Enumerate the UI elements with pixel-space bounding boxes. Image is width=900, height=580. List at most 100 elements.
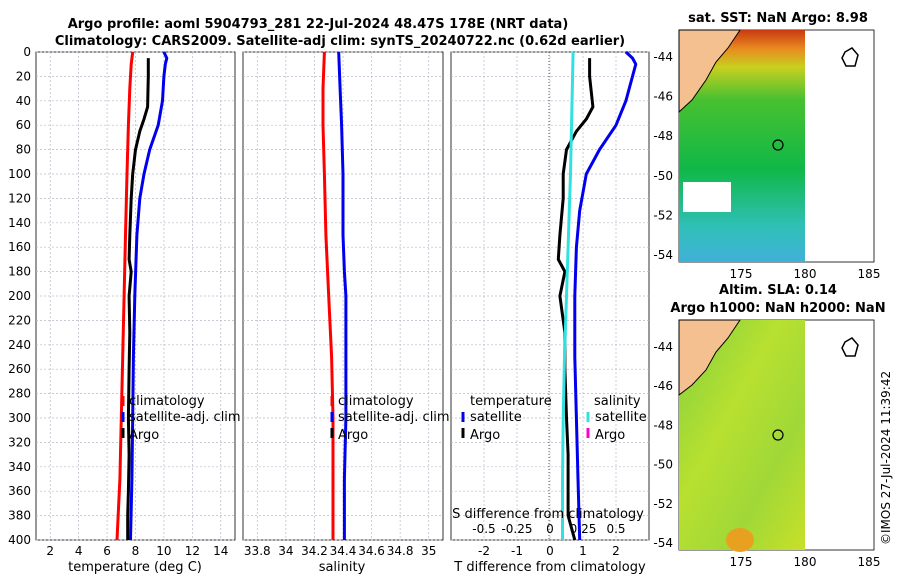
temperature-xlabel: temperature (deg C) bbox=[68, 560, 202, 575]
depth-tick-label: 380 bbox=[8, 509, 31, 523]
map-lon-tick: 175 bbox=[730, 555, 753, 569]
s-difference-label: S difference from climatology bbox=[452, 507, 644, 522]
x-tick-label: 4 bbox=[75, 544, 83, 558]
x-tick-label: 1 bbox=[579, 544, 587, 558]
depth-tick-label: 80 bbox=[16, 143, 31, 157]
island-outline bbox=[841, 47, 859, 67]
map-lat-tick: -46 bbox=[653, 379, 673, 393]
series-line-t-satellite bbox=[573, 50, 638, 541]
sla-map-title-2: Argo h1000: NaN h2000: NaN bbox=[670, 301, 885, 316]
legend-argo: Argo bbox=[338, 428, 368, 443]
legend-temperature-title: temperature bbox=[470, 394, 552, 409]
map-lat-tick: -44 bbox=[653, 50, 673, 64]
x-tick-label: 34.6 bbox=[358, 544, 385, 558]
map-lat-tick: -54 bbox=[653, 248, 673, 262]
x-tick-label: 34.2 bbox=[301, 544, 328, 558]
legend-t-satellite: satellite bbox=[470, 410, 522, 425]
depth-tick-label: 100 bbox=[8, 167, 31, 181]
x-tick-label: 8 bbox=[132, 544, 140, 558]
x-tick-label: 6 bbox=[103, 544, 111, 558]
depth-tick-label: 400 bbox=[8, 533, 31, 547]
map-lat-tick: -52 bbox=[653, 497, 673, 511]
sla-land bbox=[678, 319, 741, 397]
series-line-satellite-adj-clim bbox=[129, 51, 169, 541]
s-difference-tick-labels: -0.5 -0.25 0 0.25 0.5 bbox=[472, 522, 625, 536]
title-line-1: Argo profile: aoml 5904793_281 22-Jul-20… bbox=[68, 17, 569, 32]
s-tick-label: 0 bbox=[546, 522, 554, 536]
salinity-xlabel: salinity bbox=[319, 560, 366, 575]
credit-text: ©IMOS 27-Jul-2024 11:39:42 bbox=[879, 371, 893, 545]
map-lon-tick: 180 bbox=[794, 555, 817, 569]
series-line-s-satellite bbox=[561, 51, 575, 540]
x-tick-label: -2 bbox=[478, 544, 490, 558]
x-tick-label: 34 bbox=[278, 544, 293, 558]
series-line-argo bbox=[126, 58, 150, 540]
salinity-tick-labels: 33.8 34 34.2 34.4 34.6 34.8 35 bbox=[244, 544, 436, 558]
series-line-climatology bbox=[321, 51, 335, 540]
depth-tick-label: 200 bbox=[8, 289, 31, 303]
legend-s-argo: Argo bbox=[595, 428, 625, 443]
depth-tick-label: 40 bbox=[16, 94, 31, 108]
sla-map-ticks: 175 180 185 -44 -46 -48 -50 -52 -54 bbox=[653, 340, 880, 569]
depth-tick-label: 300 bbox=[8, 411, 31, 425]
temperature-tick-labels: 2 4 6 8 10 12 14 bbox=[46, 544, 228, 558]
map-lon-tick: 175 bbox=[730, 267, 753, 281]
x-tick-label: 10 bbox=[156, 544, 171, 558]
t-difference-tick-labels: -2 -1 0 1 2 bbox=[478, 544, 620, 558]
depth-tick-label: 220 bbox=[8, 313, 31, 327]
depth-tick-label: 120 bbox=[8, 191, 31, 205]
salinity-legend: climatology satellite-adj. clim Argo bbox=[330, 394, 450, 443]
x-tick-label: 2 bbox=[612, 544, 620, 558]
map-lat-tick: -48 bbox=[653, 418, 673, 432]
x-tick-label: 34.4 bbox=[330, 544, 357, 558]
depth-tick-labels: 0 20 40 60 80 100 120 140 160 180 200 220 240 260 280 3… bbox=[8, 45, 31, 547]
x-tick-label: 33.8 bbox=[244, 544, 271, 558]
depth-tick-label: 360 bbox=[8, 484, 31, 498]
s-tick-label: -0.5 bbox=[472, 522, 495, 536]
sst-missing-data bbox=[683, 182, 731, 212]
argo-float-marker bbox=[772, 139, 784, 151]
temperature-grid bbox=[36, 51, 235, 541]
depth-tick-label: 140 bbox=[8, 216, 31, 230]
map-lon-tick: 180 bbox=[794, 267, 817, 281]
legend-argo: Argo bbox=[129, 428, 159, 443]
map-lat-tick: -52 bbox=[653, 208, 673, 222]
x-tick-label: 12 bbox=[185, 544, 200, 558]
t-difference-xlabel: T difference from climatology bbox=[453, 560, 646, 575]
sst-map-title: sat. SST: NaN Argo: 8.98 bbox=[688, 11, 868, 26]
map-lat-tick: -48 bbox=[653, 129, 673, 143]
legend-s-satellite: satellite bbox=[595, 410, 647, 425]
depth-tick-label: 180 bbox=[8, 265, 31, 279]
temperature-legend: climatology satellite-adj. clim Argo bbox=[121, 394, 241, 443]
difference-grid bbox=[451, 51, 649, 541]
difference-panel: -2 -1 0 1 2 -0.5 -0.25 0 0.25 0.5 S difference f… bbox=[450, 50, 650, 575]
x-tick-label: 14 bbox=[213, 544, 228, 558]
sla-map-title-1: Altim. SLA: 0.14 bbox=[719, 283, 837, 298]
temperature-panel: 0 20 40 60 80 100 120 140 160 180 200 220 240 260 280 3… bbox=[8, 45, 241, 575]
depth-tick-label: 280 bbox=[8, 387, 31, 401]
difference-legend: temperature satellite Argo salinity sate… bbox=[461, 394, 647, 443]
series-line-climatology bbox=[115, 51, 135, 541]
x-tick-label: 34.8 bbox=[387, 544, 414, 558]
depth-tick-label: 320 bbox=[8, 435, 31, 449]
legend-climatology: climatology bbox=[129, 394, 205, 409]
map-lat-tick: -46 bbox=[653, 90, 673, 104]
legend-satellite-adj: satellite-adj. clim bbox=[338, 410, 450, 425]
sst-map: sat. SST: NaN Argo: 8.98 175 180 185 -44 -46… bbox=[653, 11, 880, 281]
sst-land bbox=[678, 29, 741, 114]
depth-tick-label: 0 bbox=[23, 45, 31, 59]
legend-t-argo: Argo bbox=[470, 428, 500, 443]
x-tick-label: -1 bbox=[511, 544, 523, 558]
salinity-panel: 33.8 34 34.2 34.4 34.6 34.8 35 salinity climat… bbox=[242, 51, 450, 575]
map-lat-tick: -54 bbox=[653, 536, 673, 550]
argo-float-marker bbox=[772, 429, 784, 441]
legend-salinity-title: salinity bbox=[594, 394, 641, 409]
series-line-t-argo bbox=[556, 58, 595, 541]
map-lon-tick: 185 bbox=[858, 555, 881, 569]
s-tick-label: 0.25 bbox=[570, 522, 597, 536]
depth-tick-label: 340 bbox=[8, 460, 31, 474]
depth-tick-label: 20 bbox=[16, 69, 31, 83]
x-tick-label: 35 bbox=[421, 544, 436, 558]
sst-map-ticks: 175 180 185 -44 -46 -48 -50 -52 -54 bbox=[653, 50, 880, 281]
map-lat-tick: -50 bbox=[653, 458, 673, 472]
